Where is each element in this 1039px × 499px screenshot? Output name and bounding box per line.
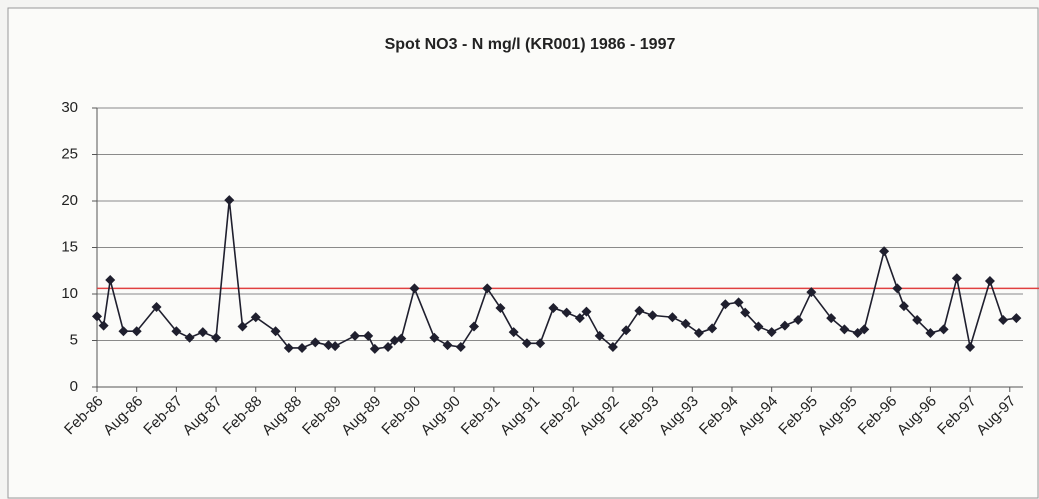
data-point (938, 324, 949, 335)
data-point (1011, 313, 1022, 324)
data-point (892, 283, 903, 294)
data-point (429, 332, 440, 343)
data-point (707, 323, 718, 334)
data-point (925, 328, 936, 339)
data-point (184, 332, 195, 343)
data-point (693, 328, 704, 339)
data-point (270, 326, 281, 337)
data-point (442, 340, 453, 351)
data-point (859, 324, 870, 335)
y-tick-label: 15 (61, 238, 78, 255)
data-point (720, 299, 731, 310)
data-point (806, 287, 817, 298)
data-point (548, 302, 559, 313)
data-point (535, 338, 546, 349)
data-point (508, 327, 519, 338)
data-point (469, 321, 480, 332)
y-tick-label: 25 (61, 145, 78, 162)
data-point (561, 307, 572, 318)
data-point (634, 305, 645, 316)
y-tick-label: 20 (61, 192, 78, 209)
data-point (396, 333, 407, 344)
data-point (912, 315, 923, 326)
data-point (369, 343, 380, 354)
data-point (495, 302, 506, 313)
data-point (349, 330, 360, 341)
data-point (984, 275, 995, 286)
data-point (409, 283, 420, 294)
data-point (118, 326, 129, 337)
data-point (363, 330, 374, 341)
data-point (98, 320, 109, 331)
data-point (330, 341, 341, 352)
data-point (283, 342, 294, 353)
data-point (733, 297, 744, 308)
chart-title: Spot NO3 - N mg/l (KR001) 1986 - 1997 (385, 36, 676, 53)
data-point (521, 338, 532, 349)
data-point (766, 327, 777, 338)
data-point (131, 326, 142, 337)
data-point (197, 327, 208, 338)
data-point (455, 342, 466, 353)
data-point (310, 337, 321, 348)
data-point (793, 315, 804, 326)
data-point (667, 312, 678, 323)
data-point (998, 315, 1009, 326)
data-point (224, 195, 235, 206)
data-point (383, 342, 394, 353)
data-point (250, 312, 261, 323)
y-tick-label: 5 (70, 331, 78, 348)
y-tick-label: 10 (61, 285, 78, 302)
data-point (839, 324, 850, 335)
data-point (647, 310, 658, 321)
data-point (621, 325, 632, 336)
y-tick-label: 30 (61, 99, 78, 116)
data-point (680, 318, 691, 329)
data-point (898, 301, 909, 312)
data-point (753, 321, 764, 332)
data-point (105, 275, 116, 286)
y-tick-label: 0 (70, 378, 78, 395)
data-point (826, 313, 837, 324)
data-point (574, 313, 585, 324)
data-point (297, 342, 308, 353)
data-point (965, 342, 976, 353)
data-point (92, 311, 102, 322)
data-point (951, 273, 962, 284)
data-point (237, 321, 248, 332)
data-point (779, 320, 790, 331)
data-point (852, 328, 863, 339)
data-point (879, 246, 890, 257)
data-point (594, 330, 605, 341)
chart-frame (7, 7, 1039, 499)
data-point (607, 342, 618, 353)
data-point (211, 332, 222, 343)
data-point (323, 340, 334, 351)
data-point (482, 283, 493, 294)
data-point (740, 307, 751, 318)
data-point (581, 306, 592, 317)
data-point (171, 326, 182, 337)
data-point (151, 302, 162, 313)
